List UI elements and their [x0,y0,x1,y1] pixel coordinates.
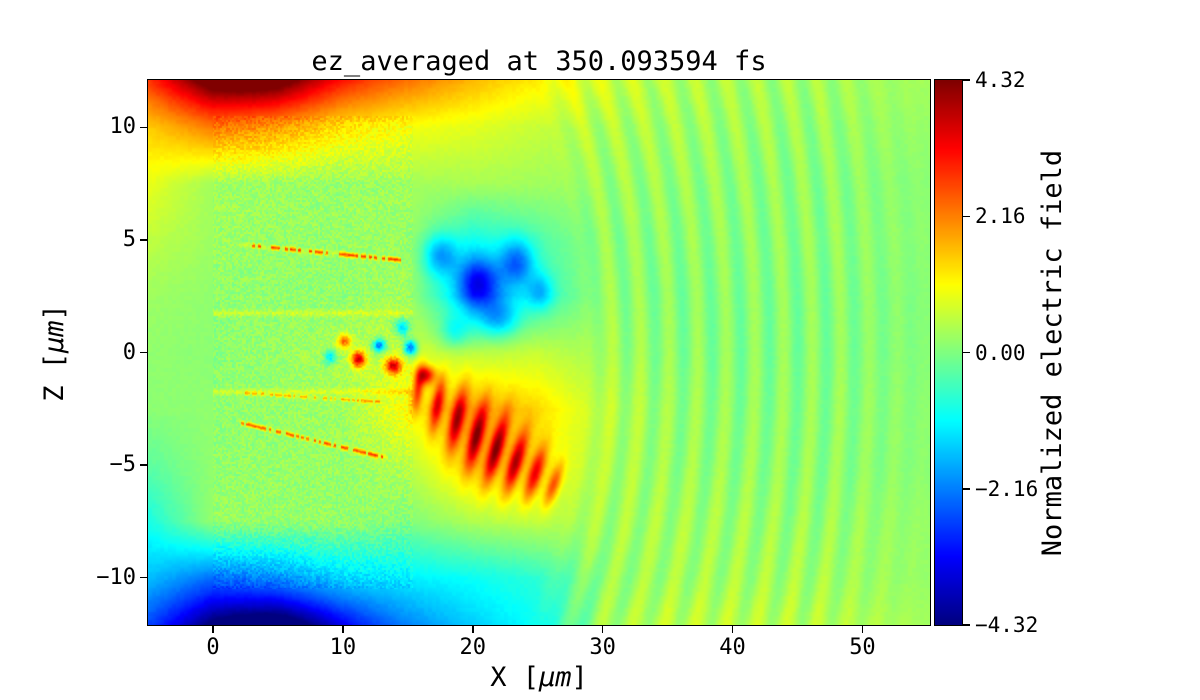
x-tick-mark [212,626,214,633]
colorbar-label: Normalized electric field [1037,149,1068,557]
y-tick-mark [140,351,147,354]
colorbar-tick-label: 0.00 [975,340,1026,365]
x-tick-mark [601,626,604,633]
x-tick-label: 30 [589,635,616,660]
colorbar-tick-label: −2.16 [975,476,1039,501]
x-tick-mark [472,626,474,633]
x-axis-label-pre: X [ [490,662,539,693]
x-axis-label: X [µm] [148,662,930,693]
plot-area [147,79,931,626]
colorbar-tick-label: 4.32 [975,68,1026,92]
y-axis-label-post: ] [39,304,70,321]
y-tick-mark [140,239,147,241]
x-tick-label: 50 [849,635,876,660]
y-tick-label: 10 [109,114,137,140]
y-tick-label: 0 [122,339,136,365]
x-axis-unit: µm [539,662,572,693]
y-tick-label: −10 [96,564,136,590]
colorbar-tick-mark [963,79,970,81]
colorbar-tick-mark [963,215,970,217]
x-tick-label: 0 [206,635,220,660]
y-axis-unit: µm [39,320,70,353]
colorbar-tick-label: 2.16 [975,204,1026,229]
colorbar-tick-label: −4.32 [975,613,1039,637]
colorbar-tick-mark [963,351,970,354]
x-tick-mark [861,626,864,633]
x-tick-mark [731,626,734,633]
x-axis-label-post: ] [571,662,588,693]
chart-title: ez_averaged at 350.093594 fs [311,46,767,77]
y-tick-label: −5 [109,452,137,478]
y-axis-label: Z [µm] [39,203,71,503]
y-tick-mark [140,126,147,129]
colorbar-canvas [935,80,962,625]
y-tick-mark [140,576,147,579]
x-tick-label: 20 [459,635,487,660]
x-tick-mark [342,626,344,633]
y-tick-label: 5 [122,226,136,252]
heatmap-canvas [148,80,930,625]
colorbar-tick-mark [963,624,970,626]
y-tick-mark [140,464,147,466]
y-axis-label-pre: Z [ [39,353,70,402]
x-tick-label: 40 [719,635,746,660]
colorbar [934,79,963,626]
x-tick-label: 10 [329,635,357,660]
colorbar-tick-mark [963,488,970,490]
